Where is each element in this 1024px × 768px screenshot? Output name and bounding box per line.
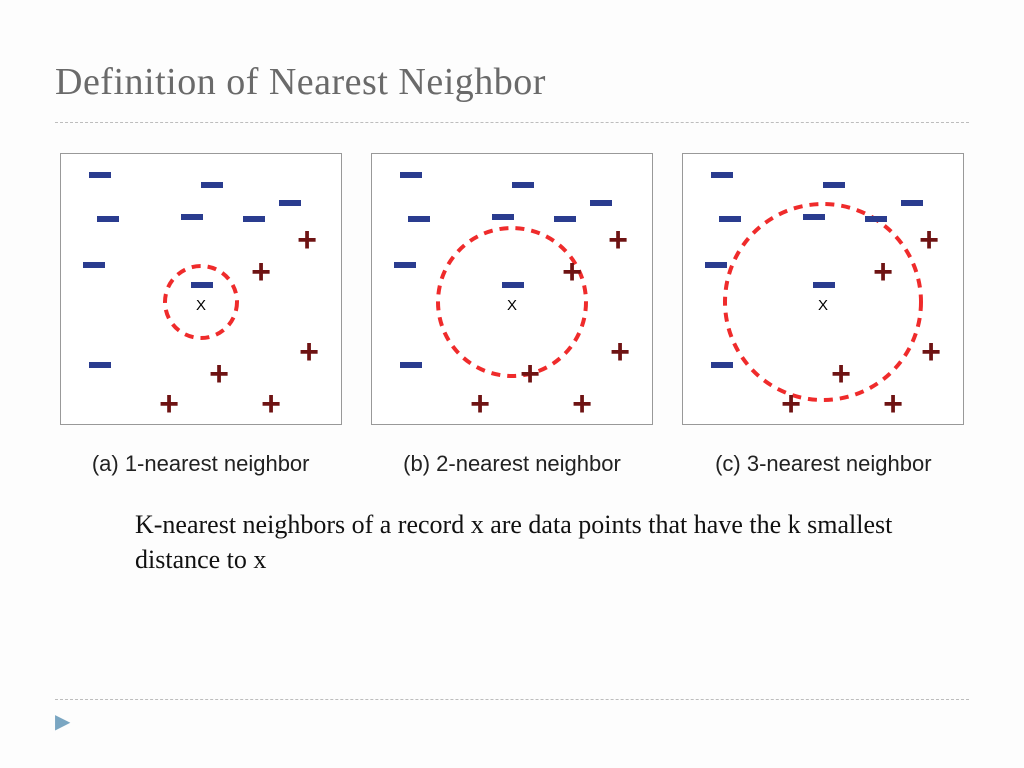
plus-marker: +	[297, 221, 317, 259]
minus-marker	[711, 172, 733, 178]
plus-marker: +	[520, 355, 540, 393]
plus-marker: +	[873, 253, 893, 291]
plus-marker: +	[781, 385, 801, 423]
panel-c: + + + + + + X	[682, 153, 964, 425]
minus-marker	[813, 282, 835, 288]
minus-marker	[181, 214, 203, 220]
caption-a: (a) 1-nearest neighbor	[92, 451, 310, 477]
plus-marker: +	[562, 253, 582, 291]
minus-marker	[400, 172, 422, 178]
minus-marker	[201, 182, 223, 188]
definition-text: K-nearest neighbors of a record x are da…	[135, 507, 909, 577]
title-divider	[55, 122, 969, 123]
plus-marker: +	[159, 385, 179, 423]
page-title: Definition of Nearest Neighbor	[55, 60, 969, 104]
plus-marker: +	[299, 333, 319, 371]
query-point-label: X	[196, 297, 206, 314]
minus-marker	[554, 216, 576, 222]
diagram-panels: + + + + + + X (a) 1-nearest neighbor + + + + + + X (…	[55, 153, 969, 477]
plus-marker: +	[572, 385, 592, 423]
plus-marker: +	[831, 355, 851, 393]
plus-marker: +	[608, 221, 628, 259]
minus-marker	[89, 362, 111, 368]
minus-marker	[719, 216, 741, 222]
minus-marker	[705, 262, 727, 268]
minus-marker	[492, 214, 514, 220]
next-slide-icon[interactable]: ▶	[55, 709, 70, 734]
plus-marker: +	[919, 221, 939, 259]
minus-marker	[191, 282, 213, 288]
panel-a-wrap: + + + + + + X (a) 1-nearest neighbor	[55, 153, 346, 477]
minus-marker	[394, 262, 416, 268]
plus-marker: +	[261, 385, 281, 423]
query-point-label: X	[818, 297, 828, 314]
minus-marker	[901, 200, 923, 206]
caption-c: (c) 3-nearest neighbor	[715, 451, 931, 477]
footer-divider	[55, 699, 969, 700]
minus-marker	[502, 282, 524, 288]
query-point-label: X	[507, 297, 517, 314]
plus-marker: +	[921, 333, 941, 371]
minus-marker	[823, 182, 845, 188]
plus-marker: +	[470, 385, 490, 423]
plus-marker: +	[610, 333, 630, 371]
minus-marker	[243, 216, 265, 222]
panel-b-wrap: + + + + + + X (b) 2-nearest neighbor	[366, 153, 657, 477]
minus-marker	[512, 182, 534, 188]
plus-marker: +	[883, 385, 903, 423]
minus-marker	[865, 216, 887, 222]
minus-marker	[279, 200, 301, 206]
panel-c-wrap: + + + + + + X (c) 3-nearest neighbor	[678, 153, 969, 477]
minus-marker	[590, 200, 612, 206]
minus-marker	[83, 262, 105, 268]
minus-marker	[89, 172, 111, 178]
caption-b: (b) 2-nearest neighbor	[403, 451, 621, 477]
minus-marker	[400, 362, 422, 368]
minus-marker	[97, 216, 119, 222]
minus-marker	[711, 362, 733, 368]
panel-b: + + + + + + X	[371, 153, 653, 425]
minus-marker	[408, 216, 430, 222]
minus-marker	[803, 214, 825, 220]
plus-marker: +	[251, 253, 271, 291]
plus-marker: +	[209, 355, 229, 393]
panel-a: + + + + + + X	[60, 153, 342, 425]
